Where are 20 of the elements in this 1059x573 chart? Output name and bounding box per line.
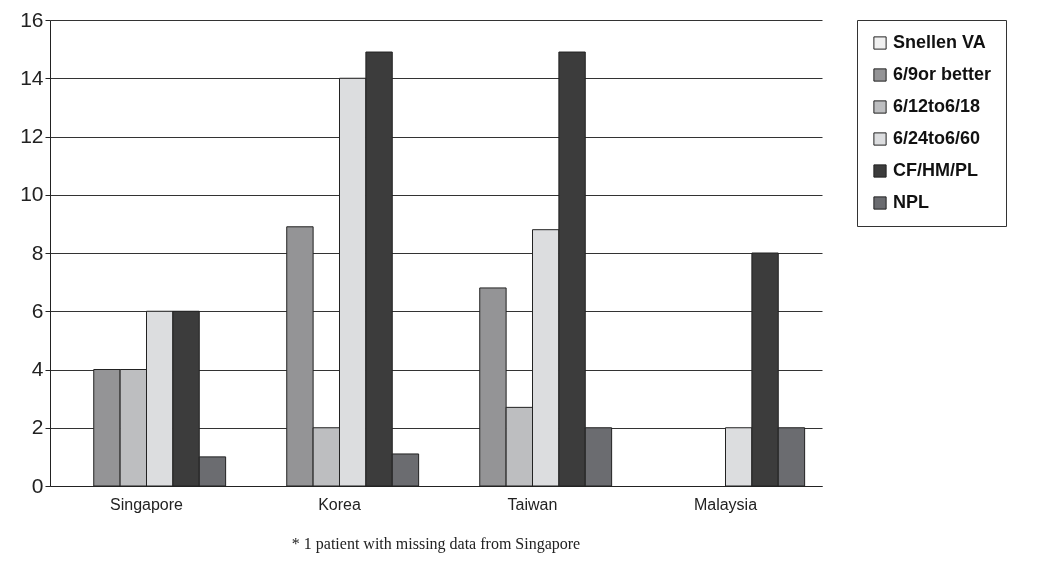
y-tick-label: 2 <box>31 415 44 439</box>
text: * 1 patient with missing data from Singapore <box>291 535 581 553</box>
legend-label: 6/12to6/18 <box>893 96 981 116</box>
y-tick-label: 14 <box>20 65 44 89</box>
x-tick-label: Singapore <box>110 495 184 513</box>
y-tick-label: 10 <box>20 182 44 206</box>
y-tick-label: 4 <box>31 357 44 380</box>
x-tick-label: Taiwan <box>507 495 558 513</box>
y-tick-label: 8 <box>31 240 44 264</box>
legend-label: 6/9or better <box>893 64 992 84</box>
x-tick-label: Malaysia <box>693 495 758 513</box>
y-tick-label: 12 <box>20 124 44 147</box>
legend-label: Snellen VA <box>893 32 986 52</box>
x-tick-label: Korea <box>318 495 361 513</box>
legend-label: CF/HM/PL <box>893 160 978 180</box>
y-tick-label: 16 <box>20 7 44 31</box>
y-tick-label: 6 <box>31 298 44 322</box>
y-tick-label: 0 <box>31 473 44 497</box>
legend-label: NPL <box>893 192 929 212</box>
legend-label: 6/24to6/60 <box>893 128 981 148</box>
